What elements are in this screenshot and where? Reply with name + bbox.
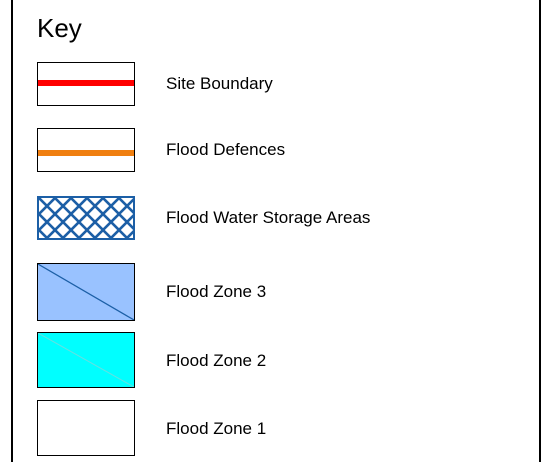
flood-zone-3-swatch: [37, 263, 135, 321]
flood-zone-2-swatch: [37, 332, 135, 388]
flood-water-storage-swatch: [37, 196, 135, 240]
legend-title: Key: [37, 13, 82, 43]
flood-zone-2-diagonal: [38, 333, 134, 387]
flood-zone-3-diagonal: [38, 264, 134, 320]
legend-label: Flood Water Storage Areas: [166, 208, 371, 227]
crosshatch-pattern: [39, 198, 133, 238]
legend-item-flood-zone-2: Flood Zone 2: [37, 332, 507, 388]
legend-item-flood-zone-1: Flood Zone 1: [37, 400, 507, 456]
site-boundary-swatch: [37, 62, 135, 106]
legend-item-flood-zone-3: Flood Zone 3: [37, 263, 507, 321]
legend-label: Flood Defences: [166, 140, 286, 159]
legend-label: Flood Zone 1: [166, 419, 267, 438]
flood-zone-1-swatch: [37, 400, 135, 456]
legend-item-site-boundary: Site Boundary: [37, 62, 507, 108]
legend-item-flood-defences: Flood Defences: [37, 128, 507, 174]
legend-item-flood-water-storage: Flood Water Storage Areas: [37, 196, 507, 242]
site-boundary-line: [38, 80, 134, 86]
legend-label: Flood Zone 3: [166, 282, 267, 301]
map-legend-panel: Key Site Boundary Flood Defences: [11, 0, 541, 462]
flood-defences-swatch: [37, 128, 135, 172]
legend-label: Flood Zone 2: [166, 351, 267, 370]
legend-label: Site Boundary: [166, 74, 273, 93]
flood-defences-line: [38, 150, 134, 156]
